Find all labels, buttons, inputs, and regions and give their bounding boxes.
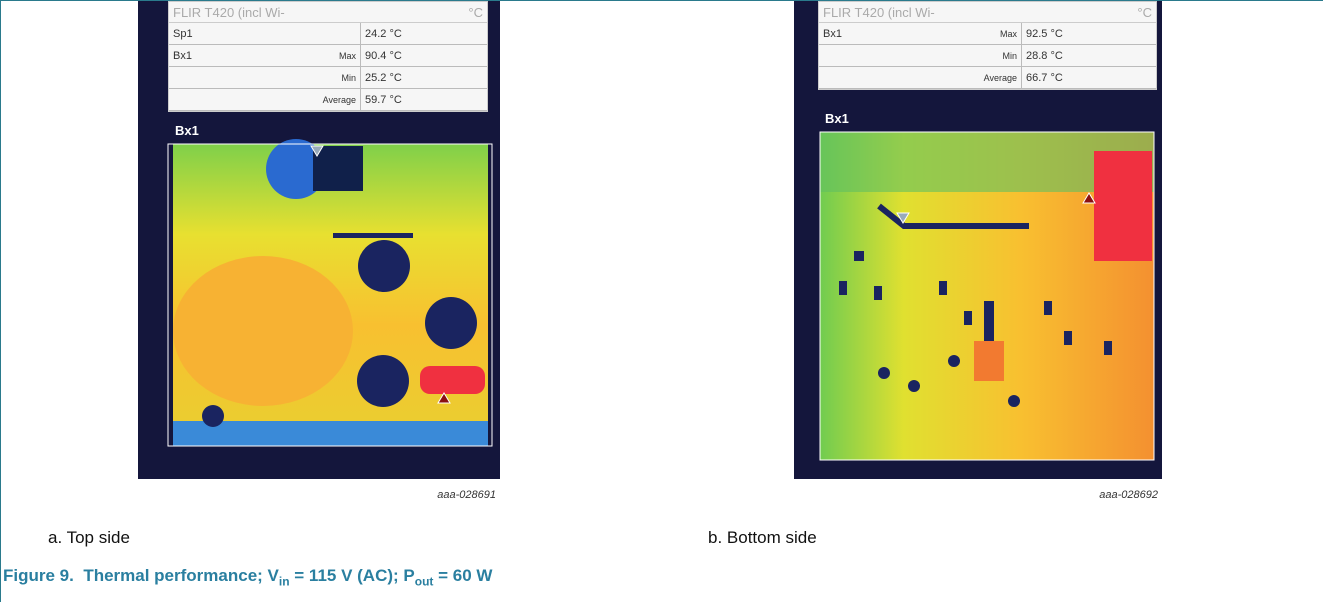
row-value: 92.5 °C: [1021, 23, 1156, 44]
table-title: FLIR T420 (incl Wi-: [173, 5, 285, 20]
row-stat: Min: [974, 51, 1021, 61]
row-stat: Max: [315, 51, 360, 61]
figure-number: Figure 9.: [3, 566, 74, 585]
row-value: 25.2 °C: [360, 67, 487, 88]
image-id: aaa-028691: [437, 489, 496, 501]
row-name: Bx1: [819, 28, 974, 40]
row-stat: Min: [315, 73, 360, 83]
row-stat: Average: [315, 95, 360, 105]
caption-text: = 115 V (AC); P: [290, 566, 415, 585]
panel-caption: a. Top side: [48, 528, 130, 548]
table-unit: °C: [468, 5, 483, 20]
row-stat: Max: [974, 29, 1021, 39]
caption-sub: out: [415, 574, 434, 588]
figure-caption: Figure 9. Thermal performance; Vin = 115…: [3, 566, 492, 588]
caption-sub: in: [279, 574, 290, 588]
row-value: 28.8 °C: [1021, 45, 1156, 66]
row-stat: Average: [974, 73, 1021, 83]
row-name: Sp1: [169, 28, 315, 40]
row-value: 90.4 °C: [360, 45, 487, 66]
table-header: FLIR T420 (incl Wi- °C: [169, 2, 487, 23]
table-title: FLIR T420 (incl Wi-: [823, 5, 935, 20]
box-label: Bx1: [825, 111, 849, 126]
table-unit: °C: [1137, 5, 1152, 20]
panel-caption: b. Bottom side: [708, 528, 817, 548]
image-id: aaa-028692: [1099, 489, 1158, 501]
row-value: 24.2 °C: [360, 23, 487, 44]
table-header: FLIR T420 (incl Wi- °C: [819, 2, 1156, 23]
row-value: 66.7 °C: [1021, 67, 1156, 88]
row-name: Bx1: [169, 50, 315, 62]
row-value: 59.7 °C: [360, 89, 487, 110]
caption-text: Thermal performance; V: [83, 566, 279, 585]
table-row: Sp1 24.2 °C: [169, 23, 487, 45]
caption-text: = 60 W: [433, 566, 492, 585]
figure-frame: Bx1 FLIR T420 (incl Wi-°CSp124.2 °CBx1Ma…: [0, 0, 1323, 602]
box-label: Bx1: [175, 123, 199, 138]
